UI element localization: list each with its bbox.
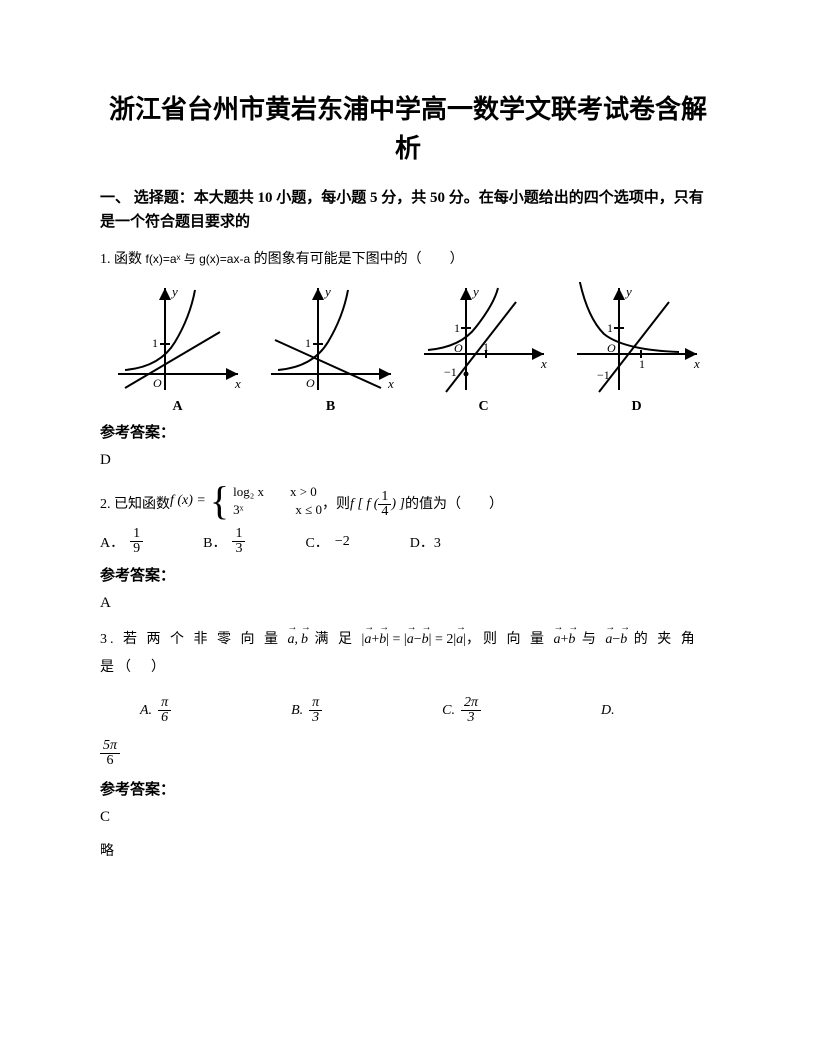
q2-opt-c: C． −2: [305, 532, 349, 552]
svg-text:1: 1: [305, 336, 311, 350]
svg-text:O: O: [153, 376, 162, 390]
q2-mid: ，则: [322, 491, 350, 519]
q2-suffix: 的值为（ ）: [405, 491, 503, 519]
svg-text:1: 1: [607, 321, 613, 335]
svg-text:y: y: [624, 284, 632, 299]
q3-options: A. π6 B. π3 C. 2π3 D.: [140, 696, 716, 725]
q3-mid1: 满 足: [315, 632, 362, 647]
brace-icon: {: [210, 483, 229, 519]
svg-text:y: y: [471, 284, 479, 299]
q3: 3. 若 两 个 非 零 向 量 a,b 满 足 |a+b| = |a−b| =…: [100, 626, 716, 682]
graph-a: x y O 1 A: [110, 282, 245, 415]
exam-page: 浙江省台州市黄岩东浦中学高一数学文联考试卷含解析 一、 选择题：本大题共 10 …: [0, 0, 816, 900]
svg-text:x: x: [540, 356, 547, 371]
q1-prefix: 1. 函数: [100, 252, 146, 267]
graph-b: x y O 1 B: [263, 282, 398, 415]
q3-cond: |a+b| = |a−b| = 2|a|: [362, 632, 466, 647]
q3-answer-label: 参考答案：: [100, 778, 716, 799]
q2-answer-label: 参考答案：: [100, 564, 716, 585]
graph-c-svg: x y O 1 1 −1: [416, 282, 551, 397]
svg-text:O: O: [306, 376, 315, 390]
q2: 2. 已知函数 f (x) = { log₂ x x > 0 3ˣ x ≤ 0 …: [100, 483, 716, 519]
svg-text:O: O: [607, 341, 616, 355]
q2-answer: A: [100, 595, 716, 612]
graph-a-svg: x y O 1: [110, 282, 245, 397]
svg-text:x: x: [234, 376, 241, 391]
q3-opt-b: B. π3: [291, 696, 322, 725]
graph-c-label: C: [478, 399, 488, 415]
q2-opt-d: D．3: [410, 532, 447, 552]
q1: 1. 函数 f(x)=aˣ 与 g(x)=ax-a 的图象有可能是下图中的（ ）: [100, 246, 716, 274]
q3-mid3: 与: [575, 632, 605, 647]
graph-b-label: B: [326, 399, 335, 415]
q3-e2: a−b: [605, 632, 627, 647]
q3-e1: a+b: [553, 632, 575, 647]
svg-text:1: 1: [152, 336, 158, 350]
q1-answer: D: [100, 452, 716, 469]
graph-d-label: D: [631, 399, 641, 415]
q2-piece2: 3ˣ x ≤ 0: [233, 501, 322, 519]
q2-prefix: 2. 已知函数: [100, 491, 170, 519]
q2-piece1: log₂ x x > 0: [233, 483, 322, 501]
section1-header: 一、 选择题：本大题共 10 小题，每小题 5 分，共 50 分。在每小题给出的…: [100, 186, 716, 234]
graph-b-svg: x y O 1: [263, 282, 398, 397]
graph-d: x y O 1 1 −1 D: [569, 282, 704, 415]
q3-mid2: ，则 向 量: [466, 632, 554, 647]
q1-graphs: x y O 1 A x y O 1 B: [110, 282, 716, 415]
q3-opt-c: C. 2π3: [442, 696, 481, 725]
q2-piecewise: f (x) = { log₂ x x > 0 3ˣ x ≤ 0: [170, 483, 322, 519]
svg-text:x: x: [387, 376, 394, 391]
q2-expr: f [ f (14) ]: [350, 490, 405, 519]
q3-note: 略: [100, 840, 716, 860]
q1-answer-label: 参考答案：: [100, 421, 716, 442]
q1-suffix: 的图象有可能是下图中的（ ）: [250, 252, 464, 267]
q3-answer: C: [100, 809, 716, 826]
q3-vecs: a: [288, 626, 295, 654]
graph-c: x y O 1 1 −1 C: [416, 282, 551, 415]
q2-options: A． 19 B． 13 C． −2 D．3: [100, 527, 716, 556]
q3-opt-d: D.: [601, 703, 615, 719]
graph-d-svg: x y O 1 1 −1: [569, 282, 704, 397]
svg-text:−1: −1: [444, 365, 457, 379]
svg-text:1: 1: [454, 321, 460, 335]
svg-text:1: 1: [639, 357, 645, 371]
q2-fn-label: f (x) =: [170, 487, 206, 515]
svg-text:x: x: [693, 356, 700, 371]
q1-formula: f(x)=aˣ 与 g(x)=ax-a: [146, 252, 251, 266]
page-title: 浙江省台州市黄岩东浦中学高一数学文联考试卷含解析: [100, 90, 716, 168]
q3-prefix: 3. 若 两 个 非 零 向 量: [100, 632, 288, 647]
q3-opt-d-cont: 5π6: [100, 739, 716, 768]
graph-a-label: A: [172, 399, 182, 415]
q3-opt-a: A. π6: [140, 696, 171, 725]
q2-opt-b: B． 13: [203, 527, 245, 556]
svg-text:y: y: [323, 284, 331, 299]
q2-opt-a: A． 19: [100, 527, 143, 556]
svg-text:y: y: [170, 284, 178, 299]
